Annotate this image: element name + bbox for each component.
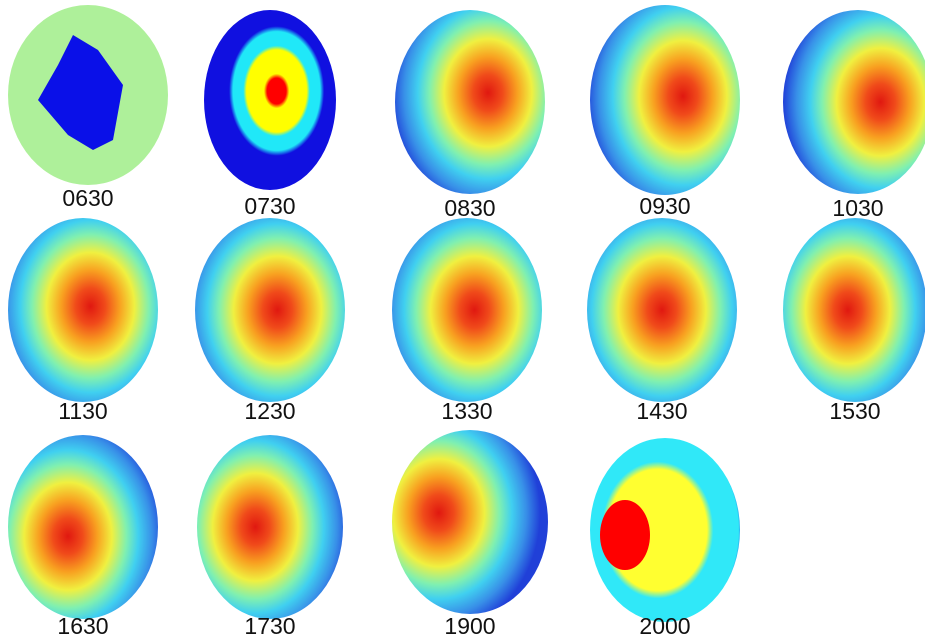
panel: 1330 [392, 218, 542, 424]
panel: 1530 [783, 218, 925, 424]
panel-label: 1130 [58, 398, 107, 424]
heatmap [783, 10, 925, 194]
panel-label: 1630 [57, 613, 108, 639]
panel-label: 0730 [244, 193, 295, 219]
heatmap [587, 218, 737, 402]
heatmap [8, 218, 158, 402]
panel-label: 1900 [444, 613, 495, 639]
panel-label: 1430 [636, 398, 687, 424]
panel: 0830 [395, 10, 545, 221]
panel-label: 1530 [829, 398, 880, 424]
panel: 1130 [8, 218, 158, 424]
heatmap [590, 438, 740, 622]
heatmap [204, 10, 336, 190]
panel: 1900 [392, 430, 548, 639]
panel: 0730 [204, 10, 336, 219]
panel-label: 1730 [244, 613, 295, 639]
heatmap [195, 218, 345, 402]
panel-label: 0930 [639, 193, 690, 219]
panel: 0930 [590, 5, 740, 219]
heatmap-blob [38, 35, 123, 150]
heatmap [392, 218, 542, 402]
panel-label: 0830 [444, 195, 495, 221]
heatmap [783, 218, 925, 402]
heatmap [197, 435, 343, 619]
heatmap [392, 430, 548, 614]
panel-label: 1330 [441, 398, 492, 424]
panel: 2000 [590, 438, 740, 639]
panel: 1030 [783, 10, 925, 221]
heatmap-blob [600, 500, 650, 570]
panel: 1230 [195, 218, 345, 424]
panel: 1430 [587, 218, 737, 424]
heatmap [590, 5, 740, 195]
panel-label: 2000 [639, 613, 690, 639]
heatmap [395, 10, 545, 194]
panel: 1630 [8, 435, 158, 639]
heatmap [8, 435, 158, 619]
panel-label: 1230 [244, 398, 295, 424]
panel: 1730 [197, 435, 343, 639]
panel: 0630 [8, 5, 168, 211]
panel-label: 0630 [62, 185, 113, 211]
panel-label: 1030 [832, 195, 883, 221]
